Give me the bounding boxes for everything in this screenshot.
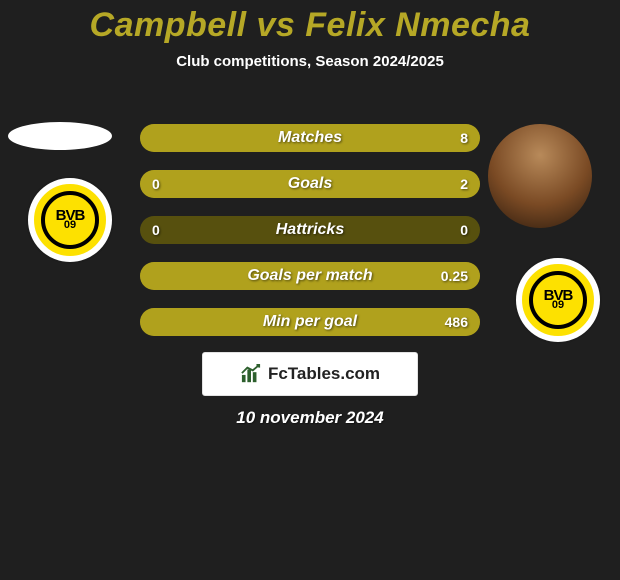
stats-container: Matches8Goals02Hattricks00Goals per matc…	[140, 124, 480, 354]
stat-label: Matches	[140, 124, 480, 152]
stat-label: Goals	[140, 170, 480, 198]
badge-text-bottom: 09	[552, 301, 564, 311]
bvb-badge: BVB 09	[516, 258, 600, 342]
snapshot-date: 10 november 2024	[0, 408, 620, 428]
stat-value-left: 0	[152, 216, 160, 244]
stat-value-right: 0	[460, 216, 468, 244]
stat-value-right: 2	[460, 170, 468, 198]
stat-row: Goals0 2	[140, 170, 480, 198]
page-title: Campbell vs Felix Nmecha	[0, 0, 620, 45]
stat-value-right: 8	[460, 124, 468, 152]
stat-row: Hattricks0 0	[140, 216, 480, 244]
stat-value-right: 486	[445, 308, 468, 336]
stat-row: Matches8	[140, 124, 480, 152]
stat-row: Goals per match0.25	[140, 262, 480, 290]
stat-label: Goals per match	[140, 262, 480, 290]
stat-value-left: 0	[152, 170, 160, 198]
branding-text: FcTables.com	[268, 364, 380, 384]
stat-label: Min per goal	[140, 308, 480, 336]
badge-text-bottom: 09	[64, 221, 76, 231]
bvb-badge: BVB 09	[28, 178, 112, 262]
comparison-card: Campbell vs Felix Nmecha Club competitio…	[0, 0, 620, 580]
branding-box[interactable]: FcTables.com	[202, 352, 418, 396]
stat-row: Min per goal486	[140, 308, 480, 336]
season-subtitle: Club competitions, Season 2024/2025	[0, 53, 620, 70]
stat-value-right: 0.25	[441, 262, 468, 290]
stat-label: Hattricks	[140, 216, 480, 244]
club-badge-right: BVB 09	[516, 258, 600, 342]
player-avatar-left	[8, 122, 112, 150]
player-avatar-right	[488, 124, 592, 228]
bar-chart-icon	[240, 364, 262, 384]
club-badge-left: BVB 09	[28, 178, 112, 262]
